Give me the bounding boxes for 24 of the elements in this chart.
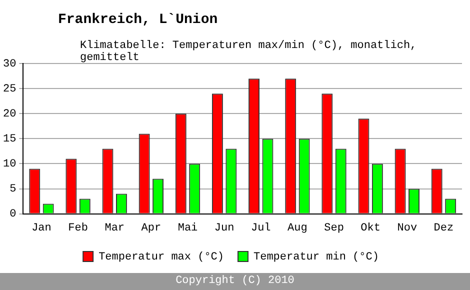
y-tick-label: 20 [3,108,16,121]
x-tick-label: Feb [68,222,88,234]
y-tick-label: 5 [10,184,16,196]
legend-label: Temperatur max (°C) [98,251,224,264]
x-tick-label: Dez [434,222,454,234]
chart-subtitle: Klimatabelle: Temperaturen max/min (°C), monatlich, gemittelt [80,40,418,64]
x-tick-label: Jun [214,222,234,234]
x-tick-label: Sep [324,222,344,234]
x-tick-label: Jul [250,222,271,234]
text: Copyright (C) 2010 [0,273,470,290]
x-tick-label: Aug [288,222,308,234]
y-tick-label: 0 [10,208,16,221]
x-tick-label: Mar [104,222,125,234]
y-tick-label: 10 [3,158,16,171]
y-tick-label: 30 [3,58,16,71]
x-tick-label: Nov [397,222,418,234]
y-tick-label: 15 [3,134,16,146]
x-tick-label: Jan [32,222,52,234]
x-tick-label: Apr [141,222,162,234]
y-tick-label: 25 [3,84,16,96]
x-tick-label: Okt [360,222,380,234]
chart-title: Frankreich, L`Union [58,12,218,28]
x-tick-label: Mai [178,222,198,234]
legend-label: Temperatur min (°C) [254,251,379,264]
